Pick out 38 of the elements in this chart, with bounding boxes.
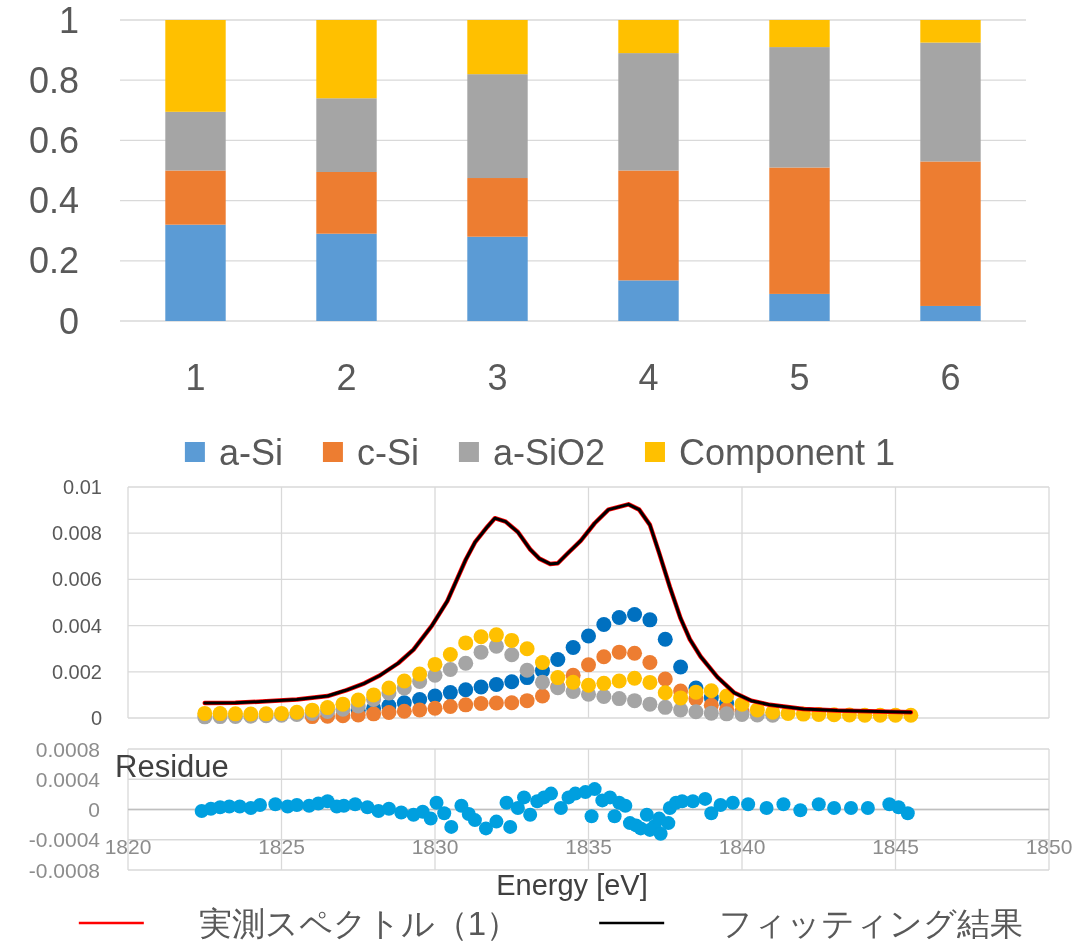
y-tick-label: -0.0008 — [28, 858, 100, 882]
y-tick-label: 0 — [88, 798, 100, 821]
legend-label: a-SiO2 — [492, 431, 605, 473]
legend-label: a-Si — [218, 431, 283, 473]
x-tick-label: 6 — [940, 356, 961, 398]
y-tick-label: 0.0004 — [35, 767, 101, 791]
y-tick-label: -0.0004 — [28, 828, 101, 852]
y-tick-label: 0.004 — [51, 614, 102, 637]
x-tick-label: 5 — [789, 356, 810, 398]
legend-label: Component 1 — [678, 431, 896, 473]
y-tick-label: 0.4 — [28, 180, 79, 222]
x-tick-label: 4 — [638, 356, 659, 398]
x-tick-label: 1845 — [872, 834, 919, 858]
y-tick-label: 0.008 — [51, 522, 102, 545]
y-tick-label: 0.002 — [51, 660, 102, 683]
x-tick-label: 1820 — [104, 834, 152, 858]
x-tick-label: 1840 — [718, 834, 766, 858]
x-axis-title: Energy [eV] — [496, 869, 648, 901]
chart-title: Residue — [115, 749, 229, 784]
x-tick-label: 3 — [487, 356, 508, 398]
y-tick-label: 0 — [58, 300, 79, 342]
legend-label: 実測スペクトル（1） — [198, 904, 520, 942]
legend-label: フィッティング結果 — [719, 904, 1024, 942]
y-tick-label: 0.01 — [63, 476, 102, 498]
x-tick-label: 1 — [185, 356, 206, 398]
y-tick-label: 0.2 — [28, 240, 79, 282]
y-tick-label: 0.6 — [28, 119, 79, 161]
legend-label: c-Si — [356, 431, 419, 473]
y-tick-label: 1 — [58, 0, 79, 41]
x-tick-label: 1835 — [565, 834, 612, 858]
y-tick-label: 0.8 — [28, 59, 79, 101]
x-tick-label: 1850 — [1025, 834, 1073, 858]
x-tick-label: 1830 — [411, 834, 459, 858]
y-tick-label: 0 — [90, 707, 102, 729]
x-tick-label: 1825 — [258, 834, 305, 858]
x-tick-label: 2 — [336, 356, 357, 398]
y-tick-label: 0.0008 — [35, 737, 100, 761]
y-tick-label: 0.006 — [51, 568, 102, 591]
